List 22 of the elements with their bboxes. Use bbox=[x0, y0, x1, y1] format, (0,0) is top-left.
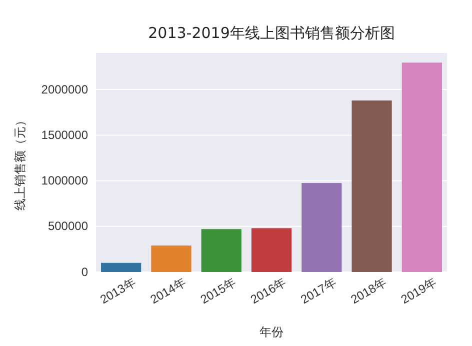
x-tick-label: 2018年 bbox=[348, 275, 389, 307]
x-tick-label: 2019年 bbox=[398, 275, 440, 307]
y-tick-label: 2000000 bbox=[41, 82, 88, 96]
y-tick-label: 0 bbox=[81, 264, 88, 279]
bar bbox=[151, 246, 192, 272]
bar bbox=[402, 62, 442, 272]
y-tick-label: 500000 bbox=[48, 219, 88, 234]
x-tick-label: 2013年 bbox=[98, 275, 138, 307]
x-tick-label: 2017年 bbox=[298, 275, 339, 307]
bar bbox=[302, 183, 342, 272]
bar bbox=[251, 228, 292, 272]
y-tick-label: 1000000 bbox=[41, 174, 88, 188]
x-tick-label: 2016年 bbox=[248, 275, 289, 307]
x-tick-label: 2014年 bbox=[148, 275, 188, 307]
bar bbox=[352, 100, 392, 272]
y-tick-label: 1500000 bbox=[41, 128, 88, 142]
bar bbox=[201, 229, 242, 272]
x-tick-label: 2015年 bbox=[198, 275, 238, 307]
bar bbox=[101, 262, 142, 272]
x-axis-title: 年份 bbox=[260, 325, 284, 339]
y-axis-title: 线上销售额（元） bbox=[13, 114, 27, 210]
chart-title: 2013-2019年线上图书销售额分析图 bbox=[148, 24, 395, 42]
